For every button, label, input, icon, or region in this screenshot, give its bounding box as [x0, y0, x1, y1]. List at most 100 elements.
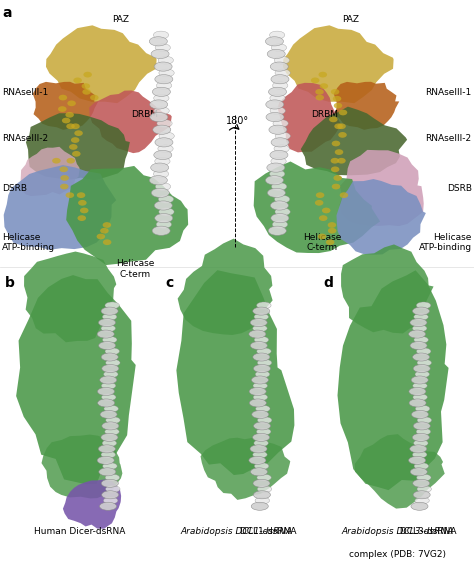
- Ellipse shape: [256, 428, 271, 435]
- Ellipse shape: [99, 342, 116, 350]
- Ellipse shape: [414, 440, 428, 447]
- Ellipse shape: [249, 399, 266, 407]
- Text: complex (PDB: 7VG2): complex (PDB: 7VG2): [349, 550, 446, 559]
- Ellipse shape: [413, 364, 430, 373]
- Ellipse shape: [414, 463, 428, 470]
- Ellipse shape: [270, 31, 285, 39]
- Ellipse shape: [271, 138, 289, 147]
- Ellipse shape: [417, 348, 431, 355]
- Ellipse shape: [97, 234, 105, 239]
- Ellipse shape: [99, 319, 116, 327]
- Ellipse shape: [153, 125, 171, 134]
- Ellipse shape: [416, 428, 431, 435]
- Ellipse shape: [249, 456, 266, 464]
- Ellipse shape: [66, 158, 75, 164]
- Ellipse shape: [255, 463, 269, 470]
- FancyArrowPatch shape: [229, 125, 239, 130]
- Ellipse shape: [410, 342, 427, 350]
- Ellipse shape: [269, 87, 287, 96]
- Ellipse shape: [52, 158, 61, 164]
- Ellipse shape: [106, 486, 120, 492]
- Ellipse shape: [106, 417, 120, 424]
- Text: RNAseIII-1: RNAseIII-1: [425, 88, 472, 98]
- Ellipse shape: [273, 220, 288, 228]
- Ellipse shape: [270, 170, 285, 178]
- Text: Arabidopsis DCL1-dsRNA: Arabidopsis DCL1-dsRNA: [181, 527, 293, 536]
- Ellipse shape: [417, 359, 431, 366]
- Ellipse shape: [155, 44, 171, 52]
- Ellipse shape: [257, 486, 272, 492]
- Ellipse shape: [103, 222, 111, 228]
- Ellipse shape: [412, 353, 429, 361]
- Ellipse shape: [249, 330, 266, 338]
- Ellipse shape: [411, 410, 428, 418]
- Ellipse shape: [266, 113, 284, 122]
- Polygon shape: [4, 165, 116, 250]
- Ellipse shape: [78, 200, 87, 205]
- Ellipse shape: [67, 100, 76, 106]
- Text: RNAseIII-1: RNAseIII-1: [2, 88, 49, 98]
- Polygon shape: [33, 82, 98, 130]
- Ellipse shape: [255, 371, 270, 378]
- Ellipse shape: [331, 166, 339, 172]
- Polygon shape: [26, 113, 130, 180]
- Ellipse shape: [412, 307, 429, 315]
- Ellipse shape: [254, 313, 269, 320]
- Ellipse shape: [71, 137, 80, 143]
- Ellipse shape: [97, 330, 114, 338]
- Ellipse shape: [98, 399, 115, 407]
- Ellipse shape: [254, 491, 271, 499]
- Ellipse shape: [100, 502, 117, 510]
- Ellipse shape: [149, 37, 167, 46]
- Ellipse shape: [340, 192, 348, 198]
- Ellipse shape: [154, 94, 169, 102]
- Ellipse shape: [409, 387, 426, 395]
- Ellipse shape: [105, 302, 119, 309]
- Ellipse shape: [102, 336, 117, 343]
- Ellipse shape: [257, 417, 272, 424]
- Ellipse shape: [102, 364, 119, 373]
- Ellipse shape: [265, 176, 283, 185]
- Ellipse shape: [59, 95, 67, 100]
- Ellipse shape: [271, 157, 286, 165]
- Ellipse shape: [415, 497, 429, 504]
- Ellipse shape: [251, 502, 268, 510]
- Polygon shape: [24, 251, 116, 342]
- Text: PAZ: PAZ: [112, 15, 129, 24]
- Ellipse shape: [417, 417, 432, 424]
- Polygon shape: [334, 82, 399, 130]
- Ellipse shape: [273, 82, 288, 90]
- Ellipse shape: [151, 163, 169, 172]
- Ellipse shape: [411, 376, 428, 384]
- Ellipse shape: [150, 100, 168, 109]
- Ellipse shape: [268, 226, 286, 235]
- Ellipse shape: [326, 239, 335, 245]
- Ellipse shape: [334, 123, 343, 129]
- Ellipse shape: [415, 371, 429, 378]
- Ellipse shape: [249, 387, 266, 395]
- Ellipse shape: [77, 192, 85, 198]
- Ellipse shape: [100, 376, 117, 384]
- Ellipse shape: [103, 463, 117, 470]
- Ellipse shape: [417, 486, 431, 492]
- Ellipse shape: [333, 175, 342, 181]
- Ellipse shape: [413, 382, 427, 389]
- Ellipse shape: [98, 445, 115, 453]
- Ellipse shape: [253, 479, 270, 487]
- Polygon shape: [341, 245, 434, 333]
- Ellipse shape: [333, 96, 341, 102]
- Ellipse shape: [267, 49, 285, 59]
- Ellipse shape: [69, 144, 78, 150]
- Ellipse shape: [82, 83, 90, 89]
- Ellipse shape: [329, 117, 337, 122]
- Ellipse shape: [250, 342, 267, 350]
- Text: a: a: [2, 6, 12, 20]
- Ellipse shape: [410, 445, 427, 453]
- Ellipse shape: [158, 145, 173, 153]
- Text: c: c: [165, 276, 173, 289]
- Ellipse shape: [413, 394, 428, 401]
- Ellipse shape: [250, 319, 267, 327]
- Ellipse shape: [155, 183, 171, 191]
- Text: Arabidopsis DCL3-dsRNA: Arabidopsis DCL3-dsRNA: [341, 527, 453, 536]
- Ellipse shape: [338, 132, 347, 138]
